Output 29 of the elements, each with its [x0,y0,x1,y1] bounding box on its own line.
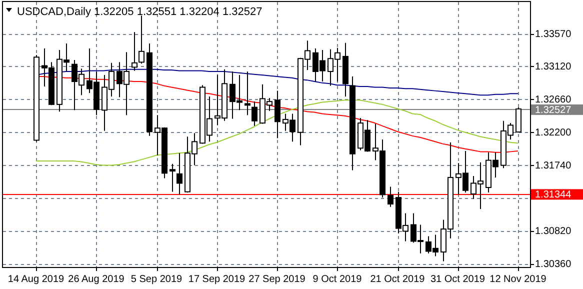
candlestick [170,163,176,192]
x-tick-label: 26 Aug 2019 [68,274,125,285]
y-tick-label: 1.30820 [535,226,572,238]
ref-line-label: 1.32527 [535,104,572,116]
x-tick-label: 9 Oct 2019 [312,274,362,285]
ref-line-label: 1.31344 [535,190,572,201]
x-tick-label: 31 Oct 2019 [430,274,486,285]
y-tick-label: 1.33570 [535,29,572,40]
candlestick [244,70,250,116]
x-tick-label: 12 Nov 2019 [490,274,547,285]
line-series [36,100,518,166]
x-tick-label: 21 Oct 2019 [370,274,426,285]
y-tick-label: 1.32200 [535,127,572,138]
candlestick [516,106,522,133]
x-tick-label: 5 Sep 2019 [130,274,183,285]
x-tick-label: 17 Sep 2019 [188,274,246,285]
candlestick [176,152,182,196]
chart-title: USDCAD,Daily 1.32205 1.32551 1.32204 1.32527 [17,6,262,18]
y-tick-label: 1.33120 [535,61,572,72]
candlestick [138,15,144,64]
x-tick-label: 27 Sep 2019 [248,274,306,285]
y-tick-label: 1.30360 [535,259,572,270]
candlestick [274,90,280,139]
y-tick-label: 1.31740 [535,160,572,172]
y-tick-label: 1.32660 [535,94,572,106]
candlestick [252,101,258,126]
candlestick [388,186,394,208]
candlestick [132,32,138,72]
x-tick-label: 14 Aug 2019 [8,274,65,285]
